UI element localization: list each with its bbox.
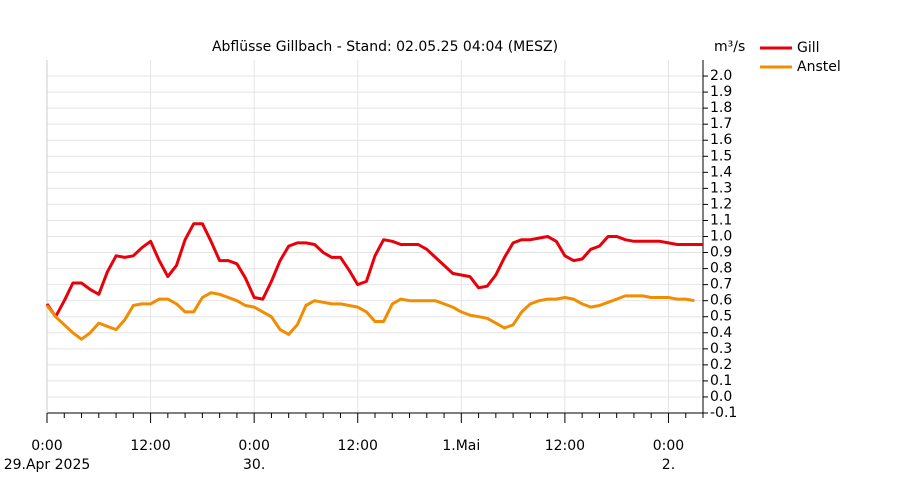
y-tick-label: 0.2 [710,357,732,373]
series-line [45,222,703,319]
y-tick-label: 0.6 [710,293,732,309]
legend-label: Anstel [797,59,841,75]
x-tick-label: 12:00 [338,438,378,454]
x-tick-label: 1.Mai [442,438,480,454]
y-tick-label: 1.0 [710,229,732,245]
chart-title: Abflüsse Gillbach - Stand: 02.05.25 04:0… [212,39,558,55]
y-tick-label: 0.5 [710,309,732,325]
y-tick-label: 1.7 [710,116,732,132]
y-tick-label: 1.3 [710,180,732,196]
y-tick-label: 1.1 [710,212,732,228]
y-tick-label: 1.5 [710,148,732,164]
x-date-label: 29.Apr 2025 [4,457,91,473]
x-date-label: 30. [243,457,265,473]
x-tick-label: 12:00 [130,438,170,454]
x-tick-label: 0:00 [653,438,684,454]
y-tick-label: 1.9 [710,84,732,100]
y-tick-label: 0.7 [710,277,732,293]
series-line [45,291,695,341]
legend-label: Gill [797,40,820,56]
y-tick-label: 1.8 [710,100,732,116]
y-tick-label: 1.4 [710,164,732,180]
y-unit: m³/s [714,39,745,55]
y-tick-label: 0.8 [710,261,732,277]
y-tick-label: 0.0 [710,389,732,405]
x-tick-label: 0:00 [31,438,62,454]
y-tick-label: 1.2 [710,196,732,212]
y-tick-label: 0.4 [710,325,732,341]
y-tick-label: 0.3 [710,341,732,357]
y-tick-label: 0.9 [710,245,732,261]
y-tick-label: -0.1 [710,405,737,421]
y-tick-label: 0.1 [710,373,732,389]
y-tick-label: 2.0 [710,68,732,84]
x-date-label: 2. [662,457,675,473]
x-tick-label: 12:00 [545,438,585,454]
y-tick-label: 1.6 [710,132,732,148]
x-tick-label: 0:00 [238,438,269,454]
